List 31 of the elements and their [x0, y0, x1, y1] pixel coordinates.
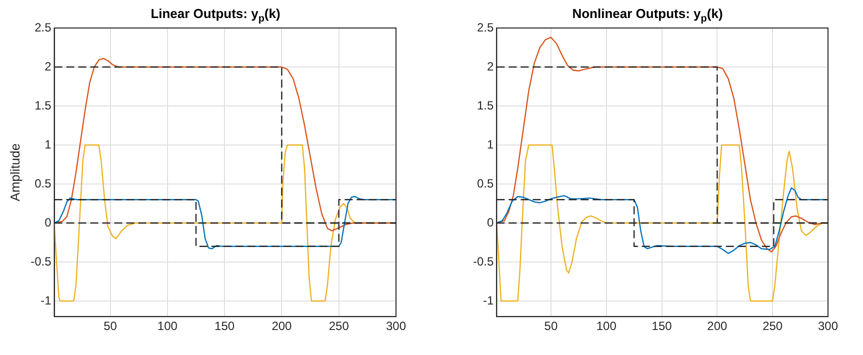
x-tick-label: 250: [328, 319, 350, 334]
y-tick-label: -1: [483, 293, 494, 308]
x-tick-label: 150: [214, 319, 235, 334]
x-tick-label: 250: [762, 319, 783, 334]
x-tick-label: 50: [544, 319, 558, 334]
y-tick-label: 0.5: [34, 176, 52, 190]
x-tick-label: 300: [386, 319, 406, 334]
x-tick-label: 50: [104, 319, 118, 334]
y-tick-label: -1: [40, 293, 52, 308]
y-tick-label: 2.5: [476, 20, 494, 34]
y-tick-label: 2: [44, 59, 52, 74]
x-tick-label: 100: [157, 319, 178, 334]
chart-title: Linear Outputs: y$_{p}$(k): [150, 6, 280, 25]
y-tick-label: 0.5: [476, 176, 494, 190]
chart-title: Nonlinear Outputs: y$_{p}$(k): [572, 6, 723, 25]
x-tick-label: 150: [652, 319, 672, 334]
y-tick-label: -0.5: [472, 254, 494, 268]
y-tick-label: 0: [486, 215, 494, 230]
x-tick-label: 300: [818, 319, 838, 334]
y-tick-label: 1: [486, 137, 494, 152]
y-tick-label: 1.5: [34, 98, 52, 112]
x-tick-label: 100: [596, 319, 617, 334]
y-axis-title: Amplitude: [7, 143, 22, 202]
y-tick-label: 0: [44, 215, 52, 230]
y-tick-label: 1: [44, 137, 52, 152]
x-tick-label: 200: [707, 319, 728, 334]
y-tick-label: 2.5: [34, 20, 52, 34]
y-tick-label: 1.5: [476, 98, 494, 112]
x-tick-label: 200: [272, 319, 292, 334]
y-tick-label: -0.5: [30, 254, 52, 268]
y-tick-label: 2: [486, 59, 494, 74]
